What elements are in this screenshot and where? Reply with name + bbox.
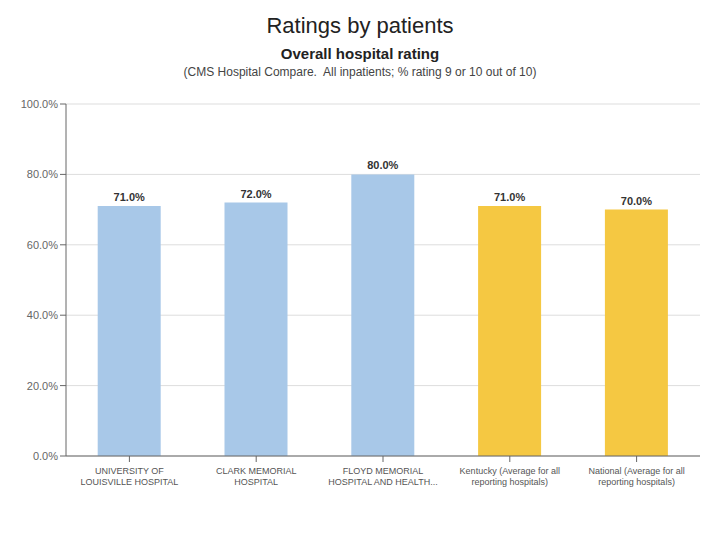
svg-text:FLOYD MEMORIALHOSPITAL AND HEA: FLOYD MEMORIALHOSPITAL AND HEALTH... — [328, 466, 437, 487]
svg-text:Kentucky (Average for allrepor: Kentucky (Average for allreporting hospi… — [460, 466, 560, 487]
svg-text:60.0%: 60.0% — [27, 239, 58, 251]
svg-text:40.0%: 40.0% — [27, 309, 58, 321]
svg-text:0.0%: 0.0% — [33, 450, 58, 462]
html-text:Overall hospital rating: Overall hospital rating — [280, 45, 440, 62]
svg-text:80.0%: 80.0% — [27, 168, 58, 180]
svg-text:CLARK MEMORIALHOSPITAL: CLARK MEMORIALHOSPITAL — [216, 466, 297, 487]
svg-text:20.0%: 20.0% — [27, 380, 58, 392]
html-text:(CMS Hospital Compare. All inp: (CMS Hospital Compare. All inpatients; %… — [183, 65, 537, 79]
html-text:Ratings by patients: Ratings by patients — [266, 13, 454, 38]
svg-text:National (Average for allrepor: National (Average for allreporting hospi… — [588, 466, 684, 487]
svg-text:72.0%: 72.0% — [240, 188, 271, 200]
svg-text:80.0%: 80.0% — [367, 159, 398, 171]
svg-text:100.0%: 100.0% — [21, 98, 59, 110]
svg-text:UNIVERSITY OFLOUISVILLE HOSPIT: UNIVERSITY OFLOUISVILLE HOSPITAL — [80, 466, 178, 487]
svg-text:70.0%: 70.0% — [621, 195, 652, 207]
svg-text:71.0%: 71.0% — [114, 191, 145, 203]
svg-text:71.0%: 71.0% — [494, 191, 525, 203]
